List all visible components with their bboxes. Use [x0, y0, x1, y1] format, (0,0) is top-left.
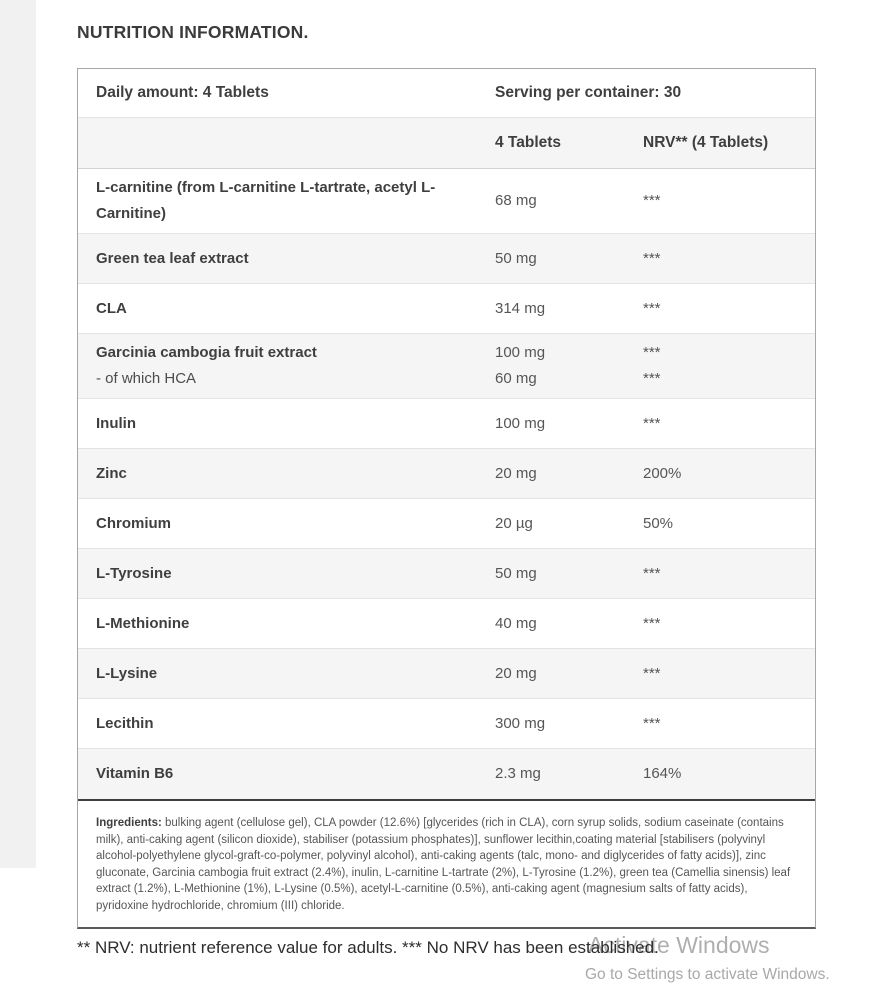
nutrient-nrv: *** *** — [643, 344, 661, 387]
ingredients-label: Ingredients: — [96, 817, 162, 829]
nutrient-amount: 20 mg — [495, 464, 537, 482]
nutrient-nrv: *** — [643, 714, 661, 732]
column-header-amount: 4 Tablets — [495, 134, 562, 151]
nutrient-name: L-Lysine — [96, 664, 158, 682]
nutrient-name: L-Methionine — [96, 614, 190, 632]
nutrient-name: Zinc — [96, 464, 127, 482]
table-row-lecithin: Lecithin 300 mg *** — [78, 699, 815, 749]
nutrient-amount: 20 mg — [495, 664, 537, 682]
nutrient-amount: 68 mg — [495, 192, 537, 209]
table-row-l-carnitine: L-carnitine (from L-carnitine L-tartrate… — [78, 169, 815, 234]
nutrient-amount: 300 mg — [495, 714, 546, 732]
table-row-l-methionine: L-Methionine 40 mg *** — [78, 599, 815, 649]
column-header-nrv: NRV** (4 Tablets) — [643, 134, 769, 151]
nutrient-amount: 20 µg — [495, 514, 533, 532]
nutrient-nrv: *** — [643, 414, 661, 432]
table-row-vitamin-b6: Vitamin B6 2.3 mg 164% — [78, 749, 815, 799]
nutrient-amount: 50 mg — [495, 249, 537, 267]
nutrition-table: Daily amount: 4 Tablets Serving per cont… — [77, 68, 816, 929]
nutrient-name: L-carnitine (from L-carnitine L-tartrate… — [96, 179, 436, 222]
serving-per-container-label: Serving per container: 30 — [495, 84, 682, 101]
nutrient-nrv: *** — [643, 664, 661, 682]
nutrient-name: Vitamin B6 — [96, 765, 174, 782]
nrv-footnote: ** NRV: nutrient reference value for adu… — [77, 938, 659, 957]
nutrient-amount: 100 mg — [495, 414, 546, 432]
nutrient-nrv: *** — [643, 299, 661, 317]
nutrient-name: L-Tyrosine — [96, 564, 172, 582]
activate-windows-watermark-line1: Activate Windows — [588, 932, 770, 958]
table-row-zinc: Zinc 20 mg 200% — [78, 449, 815, 499]
nutrient-name: Garcinia cambogia fruit extract - of whic… — [96, 344, 317, 387]
table-header-row-1: Daily amount: 4 Tablets Serving per cont… — [78, 69, 815, 118]
page-title: NUTRITION INFORMATION. — [77, 22, 309, 42]
nutrient-nrv: *** — [643, 249, 661, 267]
nutrient-name: Lecithin — [96, 714, 154, 732]
nutrient-amount: 314 mg — [495, 299, 546, 317]
nutrient-amount: 100 mg 60 mg — [495, 344, 546, 387]
nutrient-nrv: 200% — [643, 464, 682, 482]
ingredients-text: bulking agent (cellulose gel), CLA powde… — [96, 817, 791, 912]
nutrient-amount: 50 mg — [495, 564, 537, 582]
table-row-garcinia: Garcinia cambogia fruit extract - of whic… — [78, 334, 815, 399]
table-row-l-lysine: L-Lysine 20 mg *** — [78, 649, 815, 699]
nutrient-name: Inulin — [96, 414, 136, 432]
table-row-cla: CLA 314 mg *** — [78, 284, 815, 334]
table-row-inulin: Inulin 100 mg *** — [78, 399, 815, 449]
nutrient-name: Green tea leaf extract — [96, 249, 249, 267]
nutrient-nrv: *** — [643, 192, 661, 209]
page-margin-strip — [0, 0, 36, 868]
daily-amount-label: Daily amount: 4 Tablets — [96, 84, 269, 101]
activate-windows-watermark-line2: Go to Settings to activate Windows. — [585, 966, 830, 983]
table-body: L-carnitine (from L-carnitine L-tartrate… — [78, 169, 815, 799]
table-row-chromium: Chromium 20 µg 50% — [78, 499, 815, 549]
table-row-green-tea: Green tea leaf extract 50 mg *** — [78, 234, 815, 284]
ingredients-section: Ingredients: bulking agent (cellulose ge… — [78, 799, 815, 927]
nutrient-name: CLA — [96, 299, 127, 317]
nutrient-amount: 2.3 mg — [495, 765, 541, 782]
nutrition-section: NUTRITION INFORMATION. Daily amount: 4 T… — [77, 0, 816, 958]
nutrient-nrv: 50% — [643, 514, 674, 532]
nutrient-nrv: *** — [643, 614, 661, 632]
nutrient-nrv: *** — [643, 564, 661, 582]
table-row-l-tyrosine: L-Tyrosine 50 mg *** — [78, 549, 815, 599]
nutrient-nrv: 164% — [643, 765, 682, 782]
table-header-row-2: 4 Tablets NRV** (4 Tablets) — [78, 118, 815, 169]
nutrient-amount: 40 mg — [495, 614, 537, 632]
nutrient-name: Chromium — [96, 514, 171, 532]
